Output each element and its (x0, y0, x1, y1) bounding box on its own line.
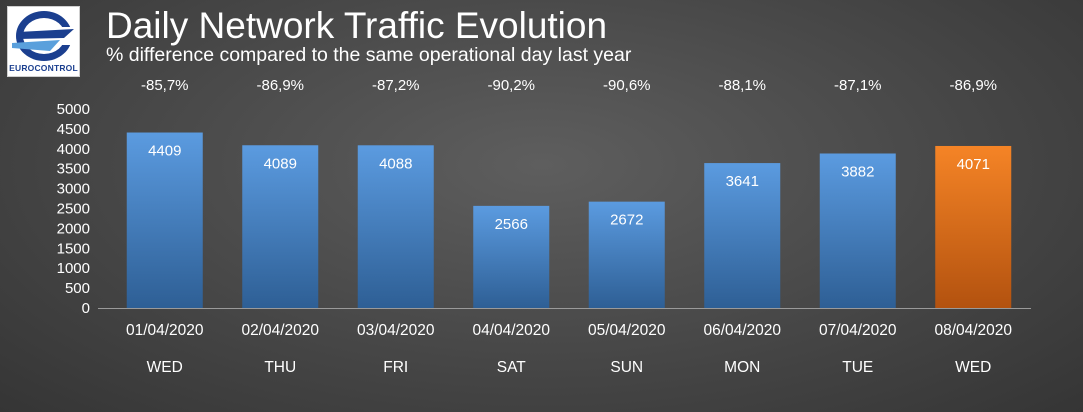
eurocontrol-logo: EUROCONTROL (7, 6, 80, 77)
y-tick-label: 2000 (57, 220, 90, 237)
logo-text: EUROCONTROL (9, 63, 78, 73)
x-date-label: 01/04/2020 (126, 322, 204, 339)
bar-value-label: 2672 (610, 212, 643, 229)
bar-value-label: 4071 (957, 156, 990, 173)
x-weekday-label: SAT (497, 359, 527, 376)
x-date-label: 07/04/2020 (819, 322, 897, 339)
y-tick-label: 5000 (57, 101, 90, 118)
bar-value-label: 2566 (495, 216, 528, 233)
y-tick-label: 4500 (57, 121, 90, 138)
bar (357, 145, 434, 308)
y-tick-label: 500 (65, 280, 90, 297)
pct-change-label: -87,2% (372, 77, 420, 94)
y-tick-label: 4000 (57, 141, 90, 158)
pct-change-label: -86,9% (256, 77, 304, 94)
x-weekday-label: THU (264, 359, 296, 376)
pct-change-label: -85,7% (141, 77, 189, 94)
pct-change-label: -86,9% (949, 77, 997, 94)
bar (588, 201, 665, 308)
bar (819, 153, 896, 308)
chart-subtitle: % difference compared to the same operat… (106, 44, 632, 66)
x-weekday-label: SUN (610, 359, 643, 376)
x-date-label: 02/04/2020 (241, 322, 319, 339)
bar-value-label: 4089 (264, 155, 297, 172)
x-weekday-label: WED (147, 359, 183, 376)
bar-value-label: 4409 (148, 143, 181, 160)
pct-change-label: -88,1% (718, 77, 766, 94)
bar-value-label: 4088 (379, 155, 412, 172)
x-weekday-label: MON (724, 359, 760, 376)
bar (935, 145, 1012, 308)
x-date-label: 08/04/2020 (934, 322, 1012, 339)
x-date-label: 06/04/2020 (703, 322, 781, 339)
pct-change-label: -90,2% (487, 77, 535, 94)
x-weekday-label: FRI (383, 359, 408, 376)
chart-title: Daily Network Traffic Evolution (106, 5, 608, 46)
bar (704, 163, 781, 308)
y-tick-label: 3500 (57, 161, 90, 178)
x-weekday-label: TUE (842, 359, 873, 376)
y-tick-label: 3000 (57, 181, 90, 198)
bar (473, 205, 550, 308)
bar-value-label: 3641 (726, 173, 759, 190)
x-weekday-label: WED (955, 359, 991, 376)
bar (126, 132, 203, 308)
y-tick-label: 0 (82, 300, 90, 317)
x-date-label: 03/04/2020 (357, 322, 435, 339)
bar-value-label: 3882 (841, 163, 874, 180)
x-date-label: 05/04/2020 (588, 322, 666, 339)
y-tick-label: 1500 (57, 240, 90, 257)
pct-change-label: -90,6% (603, 77, 651, 94)
y-tick-label: 2500 (57, 201, 90, 218)
x-date-label: 04/04/2020 (472, 322, 550, 339)
y-tick-label: 1000 (57, 260, 90, 277)
bar (242, 145, 319, 308)
eurocontrol-emblem-icon (12, 11, 76, 61)
pct-change-label: -87,1% (834, 77, 882, 94)
